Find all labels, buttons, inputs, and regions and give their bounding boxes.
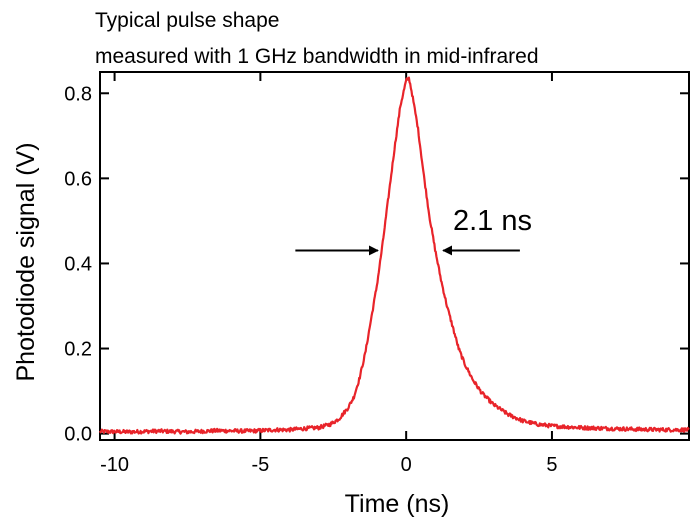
plot-frame (99, 71, 690, 441)
y-axis-label: Photodiode signal (V) (12, 142, 40, 381)
y-tick-label: 0.4 (64, 253, 92, 275)
x-tick-label: 5 (546, 454, 557, 476)
series-line-pulse (99, 76, 690, 435)
y-tick-label: 0.0 (64, 424, 92, 446)
chart-title-line-1: Typical pulse shape (95, 9, 279, 32)
x-tick-label: -10 (100, 454, 129, 476)
y-tick-label: 0.8 (64, 83, 92, 105)
x-axis-label: Time (ns) (345, 490, 450, 518)
y-tick-label: 0.2 (64, 339, 92, 361)
x-tick-label: 0 (401, 454, 412, 476)
axis-tick-labels: -10 -5 0 5 0.0 0.2 0.4 0.6 0.8 (64, 83, 557, 476)
y-tick-label: 0.6 (64, 168, 92, 190)
fwhm-annotation: 2.1 ns (453, 205, 532, 237)
axis-ticks (100, 72, 689, 440)
x-tick-label: -5 (251, 454, 269, 476)
chart-title-line-2: measured with 1 GHz bandwidth in mid-inf… (95, 45, 539, 68)
